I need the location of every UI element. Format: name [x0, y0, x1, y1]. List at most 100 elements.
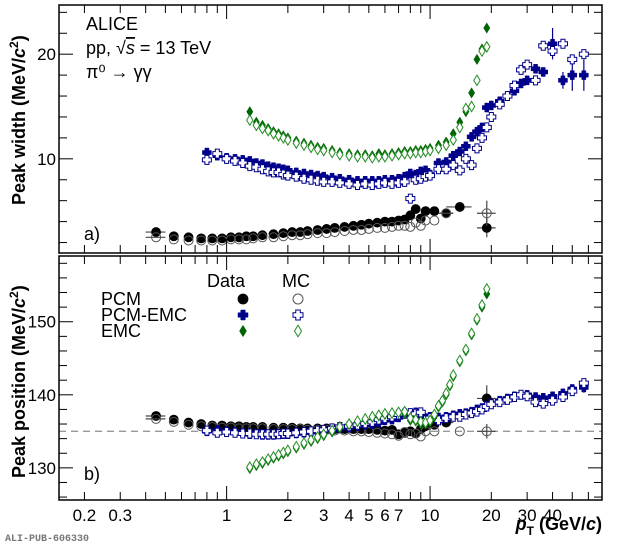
data-point [264, 452, 272, 466]
y-title-width-main: Peak width (MeV/ [9, 58, 29, 205]
data-point [348, 224, 359, 235]
y-title-width-c: c [9, 48, 29, 58]
data-point [442, 139, 450, 152]
data-point [368, 151, 377, 164]
data-point [268, 232, 279, 243]
data-point [353, 150, 362, 163]
x-tick-label: 5 [364, 506, 373, 525]
data-point [151, 232, 162, 243]
data-point [246, 460, 254, 474]
data-point [168, 231, 179, 242]
data-point [477, 132, 488, 143]
data-point [388, 149, 396, 162]
data-point [429, 215, 440, 226]
data-point [282, 170, 293, 181]
data-point [547, 395, 558, 406]
data-point [282, 428, 293, 439]
data-point [502, 91, 513, 102]
data-point [292, 136, 301, 150]
y-title-position-c: c [9, 298, 29, 308]
data-point [230, 427, 241, 438]
x-title-c: c [586, 514, 596, 534]
data-point [201, 425, 212, 436]
x-tick-label: 10 [421, 506, 440, 525]
data-point [442, 387, 450, 400]
data-point [302, 226, 313, 236]
data-point [425, 170, 436, 181]
data-point [473, 74, 481, 87]
data-point [363, 218, 374, 229]
data-point [264, 124, 272, 137]
data-point [478, 44, 486, 58]
data-point [312, 175, 323, 186]
system-label: pp, √s = 13 TeV [86, 38, 211, 58]
data-point [244, 428, 255, 439]
data-point [405, 429, 416, 440]
data-point [522, 75, 532, 86]
data-point [298, 427, 309, 438]
data-point [415, 407, 426, 418]
data-point [196, 235, 207, 246]
data-point [449, 368, 457, 382]
data-point [379, 222, 390, 233]
legend-header-mc: MC [282, 271, 310, 291]
legend-marker-data-pcm [237, 293, 249, 305]
data-point [360, 178, 371, 189]
system-prefix: pp, [86, 38, 116, 58]
data-point [387, 429, 398, 440]
data-point [538, 398, 549, 409]
data-point [467, 100, 476, 113]
data-point [207, 233, 218, 244]
data-point [429, 206, 440, 217]
data-point [410, 204, 421, 214]
data-point [494, 99, 505, 110]
data-point [456, 354, 464, 367]
x-axis-title: pT (GeV/c) [515, 514, 602, 538]
x-title-rest: (GeV/ [534, 514, 586, 534]
data-point [441, 164, 452, 175]
data-point [449, 133, 457, 147]
data-point [151, 411, 161, 421]
data-point [446, 378, 454, 391]
data-point [287, 230, 298, 241]
data-point [327, 176, 338, 187]
data-point [168, 416, 179, 427]
y-tick-label: 140 [28, 386, 56, 405]
data-point [319, 144, 328, 157]
data-point [284, 133, 292, 147]
legend: Data MC PCM PCM-EMC EMC [101, 271, 310, 341]
data-point [387, 221, 398, 232]
data-point [530, 75, 541, 86]
y-tick-label: 150 [28, 313, 56, 332]
data-point [441, 413, 452, 424]
data-point [557, 391, 568, 402]
series-emc-mc [246, 40, 491, 164]
data-point [394, 148, 403, 161]
data-point [441, 208, 452, 219]
data-point [375, 150, 383, 163]
data-point [462, 102, 470, 115]
data-point [318, 176, 329, 187]
data-point [263, 166, 274, 177]
data-point [478, 298, 486, 312]
data-point [460, 153, 471, 164]
decay-label: π⁰ → γγ [86, 62, 152, 82]
data-point [399, 220, 410, 231]
data-point [244, 161, 255, 172]
x-tick-label: 3 [319, 506, 328, 525]
data-point [454, 202, 465, 212]
data-point [481, 122, 492, 133]
data-point [400, 405, 409, 418]
data-point [483, 282, 491, 296]
data-point [462, 343, 470, 356]
data-point [183, 417, 194, 428]
data-point [336, 148, 344, 161]
y-title-width-close: ) [9, 35, 29, 41]
s-symbol: s [126, 38, 135, 58]
series-pcm-mc [145, 200, 496, 246]
data-point [183, 419, 194, 430]
data-point [394, 406, 403, 419]
data-point [405, 193, 416, 204]
data-point [274, 129, 283, 142]
data-point [399, 176, 410, 187]
